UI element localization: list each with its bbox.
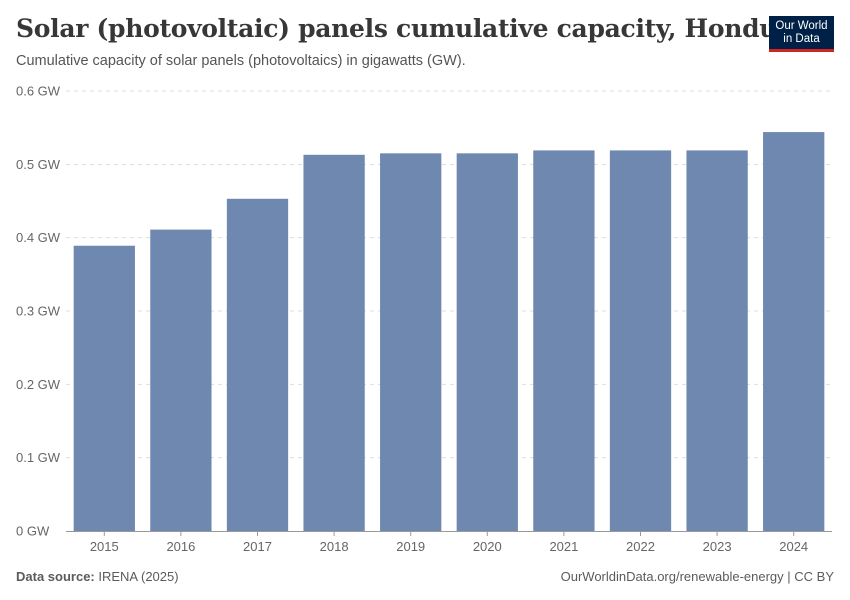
chart-title: Solar (photovoltaic) panels cumulative c… xyxy=(16,14,820,43)
x-tick-label: 2019 xyxy=(396,539,425,554)
x-tick-label: 2023 xyxy=(703,539,732,554)
axis-layer: 0 GW 0.1 GW 0.2 GW 0.3 GW 0.4 GW 0.5 GW 0.6 GW… xyxy=(16,84,832,554)
bar-2015[interactable] xyxy=(73,245,135,531)
y-tick-label: 0.5 GW xyxy=(16,157,61,172)
logo-line-2: in Data xyxy=(783,33,820,45)
data-source-value[interactable]: IRENA (2025) xyxy=(98,569,179,584)
x-tick-label: 2018 xyxy=(320,539,349,554)
bar-2020[interactable] xyxy=(456,153,518,532)
chart-subtitle: Cumulative capacity of solar panels (pho… xyxy=(16,53,466,69)
x-tick-label: 2015 xyxy=(90,539,119,554)
y-tick-label: 0.3 GW xyxy=(16,304,61,319)
x-tick-label: 2017 xyxy=(243,539,272,554)
y-tick-label: 0.4 GW xyxy=(16,230,61,245)
x-tick-label: 2024 xyxy=(779,539,808,554)
bar-2021[interactable] xyxy=(533,150,595,531)
bar-2018[interactable] xyxy=(303,154,365,532)
bar-2022[interactable] xyxy=(609,150,672,531)
y-tick-label: 0.1 GW xyxy=(16,450,61,465)
bar-2017[interactable] xyxy=(226,198,289,532)
logo-line-1: Our World xyxy=(775,20,828,32)
y-tick-label: 0.2 GW xyxy=(16,377,61,392)
bar-2023[interactable] xyxy=(686,150,748,531)
owid-logo[interactable]: Our World in Data xyxy=(769,16,834,52)
bar-2019[interactable] xyxy=(380,153,442,532)
url-license[interactable]: OurWorldinData.org/renewable-energy | CC… xyxy=(560,569,834,584)
y-tick-label: 0 GW xyxy=(16,524,50,539)
x-tick-label: 2016 xyxy=(166,539,195,554)
x-tick-label: 2021 xyxy=(549,539,578,554)
bar-2024[interactable] xyxy=(763,132,825,532)
data-source-label: Data source: xyxy=(16,569,95,584)
y-tick-label: 0.6 GW xyxy=(16,84,61,99)
bar-2016[interactable] xyxy=(150,229,212,531)
bars-layer xyxy=(73,132,825,532)
x-tick-label: 2022 xyxy=(626,539,655,554)
data-source: Data source: IRENA (2025) xyxy=(16,569,179,584)
x-tick-label: 2020 xyxy=(473,539,502,554)
